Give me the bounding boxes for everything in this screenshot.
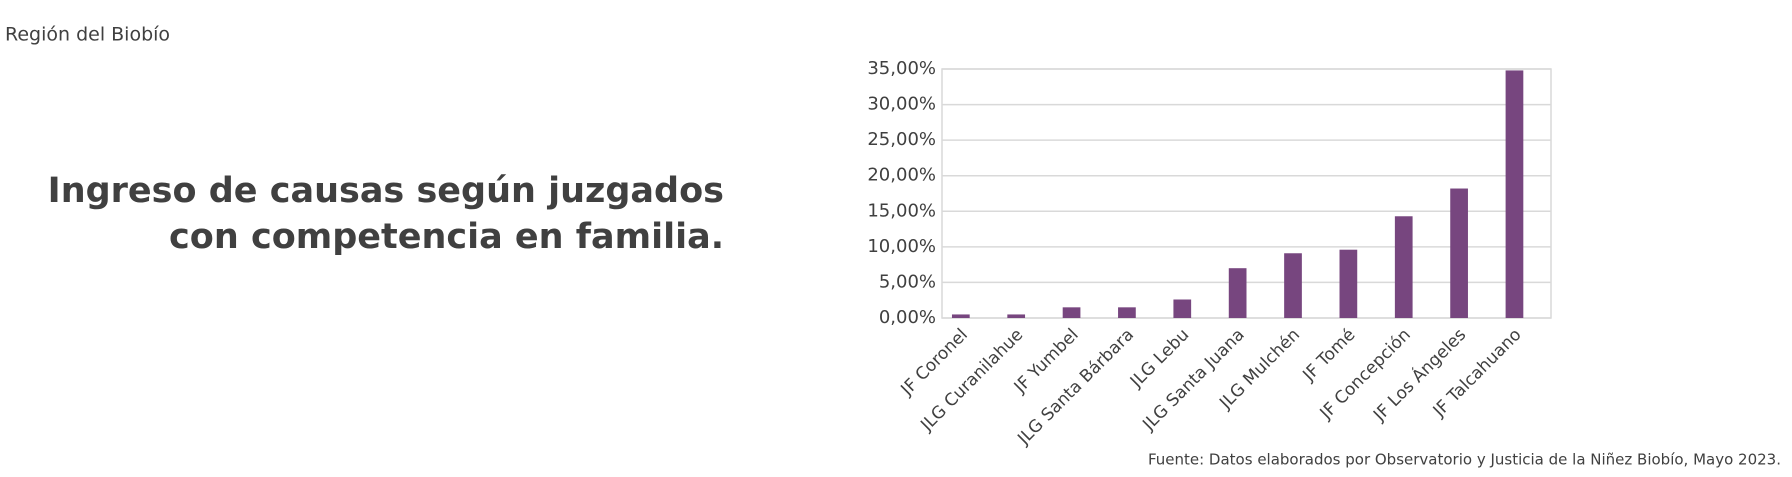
bar [1339, 249, 1358, 318]
x-tick-label: JF Los Ángeles [1368, 323, 1470, 425]
y-tick-label: 15,00% [867, 200, 936, 221]
y-tick-label: 20,00% [867, 165, 936, 186]
x-tick-label: JLG Curanilahue [916, 325, 1027, 436]
header: Región del Biobío [5, 24, 170, 46]
bar [1228, 268, 1247, 318]
y-tick-label: 5,00% [879, 271, 936, 292]
y-tick-label: 0,00% [879, 307, 936, 328]
bar [1007, 314, 1026, 318]
y-tick-label: 35,00% [867, 58, 936, 79]
y-tick-label: 30,00% [867, 94, 936, 115]
bar [1062, 307, 1081, 318]
bar [1450, 188, 1468, 318]
x-tick-label: JLG Santa Juana [1138, 325, 1248, 435]
bar [1284, 253, 1302, 318]
chart-title: Ingreso de causas según juzgados con comp… [48, 171, 724, 257]
bar [951, 314, 970, 318]
bar [1394, 216, 1413, 318]
bar [1505, 70, 1524, 319]
bar [1173, 299, 1192, 318]
y-tick-label: 25,00% [867, 129, 936, 150]
source-note: Fuente: Datos elaborados por Observatori… [1148, 451, 1781, 469]
y-tick-label: 10,00% [867, 236, 936, 257]
bar [1118, 307, 1136, 318]
